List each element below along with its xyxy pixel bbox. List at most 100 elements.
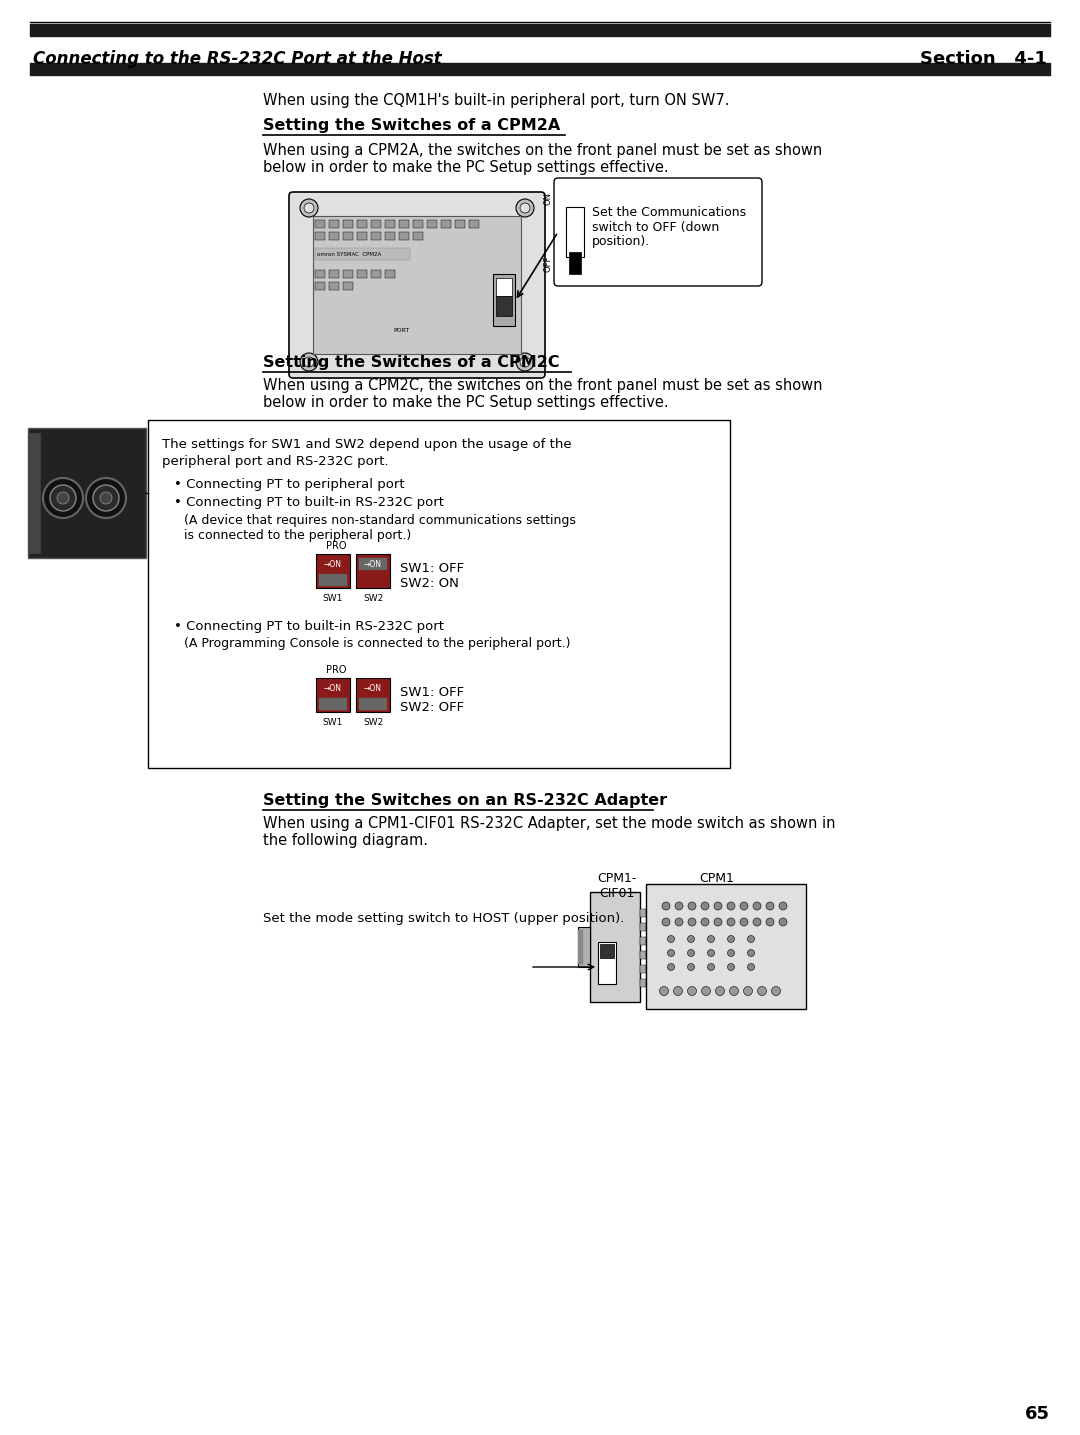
Bar xyxy=(640,923,646,931)
Circle shape xyxy=(766,903,774,910)
Circle shape xyxy=(50,485,76,511)
Circle shape xyxy=(688,950,694,957)
Text: CPM1: CPM1 xyxy=(700,872,734,885)
Circle shape xyxy=(701,918,708,926)
Circle shape xyxy=(688,936,694,943)
Bar xyxy=(590,893,640,1002)
Circle shape xyxy=(743,986,753,996)
Text: ON: ON xyxy=(543,192,553,205)
Bar xyxy=(569,253,581,274)
Circle shape xyxy=(688,986,697,996)
Circle shape xyxy=(766,918,774,926)
Bar xyxy=(640,951,646,959)
Circle shape xyxy=(688,918,696,926)
Bar xyxy=(598,941,616,984)
Text: SW1: OFF
SW2: ON: SW1: OFF SW2: ON xyxy=(400,563,464,590)
Bar xyxy=(372,232,381,240)
Circle shape xyxy=(300,353,318,372)
Text: PORT: PORT xyxy=(394,329,410,333)
Circle shape xyxy=(740,918,748,926)
Circle shape xyxy=(747,963,755,970)
Text: Connecting to the RS-232C Port at the Host: Connecting to the RS-232C Port at the Ho… xyxy=(33,50,442,67)
Bar xyxy=(413,220,423,228)
Bar xyxy=(640,964,646,973)
Bar xyxy=(356,677,390,712)
Circle shape xyxy=(660,986,669,996)
Circle shape xyxy=(779,918,787,926)
Circle shape xyxy=(747,950,755,957)
Circle shape xyxy=(728,936,734,943)
Bar xyxy=(315,283,325,290)
Circle shape xyxy=(714,903,723,910)
Circle shape xyxy=(100,492,112,504)
Bar xyxy=(600,944,615,959)
Text: →ON: →ON xyxy=(364,560,382,570)
Text: SW1: SW1 xyxy=(323,718,343,728)
Text: • Connecting PT to built-in RS-232C port: • Connecting PT to built-in RS-232C port xyxy=(174,620,444,633)
Bar xyxy=(469,220,480,228)
Circle shape xyxy=(303,357,314,367)
Circle shape xyxy=(771,986,781,996)
Bar xyxy=(372,270,381,278)
Bar xyxy=(640,937,646,946)
Text: Set the Communications
switch to OFF (down
position).: Set the Communications switch to OFF (do… xyxy=(592,205,746,248)
Bar xyxy=(28,433,40,552)
Circle shape xyxy=(667,963,675,970)
Bar xyxy=(343,220,353,228)
Bar xyxy=(640,908,646,917)
Circle shape xyxy=(688,963,694,970)
Circle shape xyxy=(753,903,761,910)
Circle shape xyxy=(519,202,530,212)
Circle shape xyxy=(675,918,683,926)
Circle shape xyxy=(707,963,715,970)
FancyBboxPatch shape xyxy=(554,178,762,286)
Circle shape xyxy=(675,903,683,910)
Bar xyxy=(384,220,395,228)
Text: When using a CPM2C, the switches on the front panel must be set as shown
below i: When using a CPM2C, the switches on the … xyxy=(264,377,823,410)
Bar xyxy=(646,884,806,1009)
Bar xyxy=(343,283,353,290)
Text: The settings for SW1 and SW2 depend upon the usage of the: The settings for SW1 and SW2 depend upon… xyxy=(162,438,571,451)
Circle shape xyxy=(303,202,314,212)
Text: Setting the Switches of a CPM2C: Setting the Switches of a CPM2C xyxy=(264,354,559,370)
Circle shape xyxy=(728,950,734,957)
Bar xyxy=(28,428,146,558)
Bar xyxy=(329,270,339,278)
Text: SW2: SW2 xyxy=(363,594,383,603)
Circle shape xyxy=(57,492,69,504)
Circle shape xyxy=(715,986,725,996)
Circle shape xyxy=(779,903,787,910)
Text: (A Programming Console is connected to the peripheral port.): (A Programming Console is connected to t… xyxy=(184,637,570,650)
Bar xyxy=(329,220,339,228)
Circle shape xyxy=(662,918,670,926)
Bar xyxy=(343,232,353,240)
Bar xyxy=(441,220,451,228)
Bar xyxy=(359,558,387,570)
Bar xyxy=(357,232,367,240)
Text: PRO: PRO xyxy=(326,664,347,674)
Circle shape xyxy=(727,918,735,926)
Text: Setting the Switches of a CPM2A: Setting the Switches of a CPM2A xyxy=(264,118,561,133)
Bar xyxy=(496,296,512,316)
Bar xyxy=(492,274,515,326)
Circle shape xyxy=(702,986,711,996)
Text: SW2: SW2 xyxy=(363,718,383,728)
Circle shape xyxy=(701,903,708,910)
Circle shape xyxy=(516,353,534,372)
Circle shape xyxy=(674,986,683,996)
Bar xyxy=(315,232,325,240)
Bar xyxy=(455,220,465,228)
Circle shape xyxy=(757,986,767,996)
Bar xyxy=(315,248,410,260)
Bar xyxy=(359,697,387,710)
Circle shape xyxy=(519,357,530,367)
Text: PRO: PRO xyxy=(326,541,347,551)
Bar xyxy=(313,217,521,354)
Text: • Connecting PT to built-in RS-232C port: • Connecting PT to built-in RS-232C port xyxy=(174,497,444,509)
Bar xyxy=(343,270,353,278)
Circle shape xyxy=(707,950,715,957)
Circle shape xyxy=(714,918,723,926)
Bar xyxy=(566,207,584,257)
Bar xyxy=(578,930,583,964)
Text: Setting the Switches on an RS-232C Adapter: Setting the Switches on an RS-232C Adapt… xyxy=(264,794,667,808)
